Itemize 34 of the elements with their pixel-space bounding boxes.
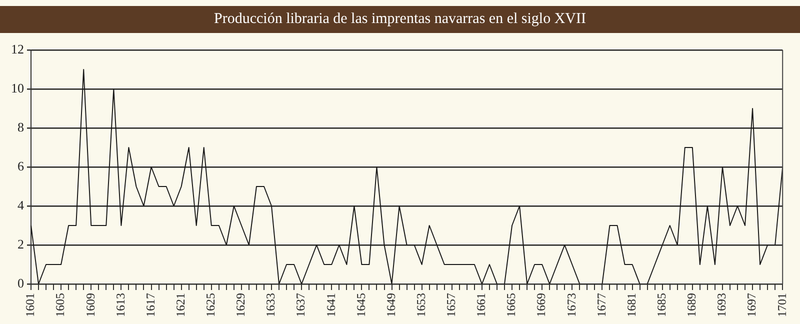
chart-title: Producción libraria de las imprentas navarras en el siglo XVII bbox=[0, 6, 800, 33]
y-tick-label: 12 bbox=[11, 41, 24, 56]
y-tick-label: 8 bbox=[18, 119, 24, 134]
x-tick-label: 1653 bbox=[414, 293, 428, 317]
x-tick-label: 1625 bbox=[204, 293, 218, 317]
x-tick-label: 1685 bbox=[654, 293, 668, 317]
x-tick-label: 1697 bbox=[744, 293, 759, 317]
x-tick-label: 1677 bbox=[594, 293, 608, 317]
x-tick-label: 1701 bbox=[774, 293, 789, 317]
x-tick-label: 1657 bbox=[444, 293, 458, 317]
x-tick-label: 1673 bbox=[564, 293, 578, 317]
y-tick-label: 2 bbox=[18, 236, 24, 252]
x-tick-label: 1621 bbox=[173, 293, 188, 317]
x-tick-label: 1665 bbox=[504, 293, 518, 317]
x-tick-label: 1601 bbox=[23, 293, 38, 317]
x-tick-label: 1649 bbox=[384, 293, 398, 317]
x-tick-label: 1633 bbox=[264, 293, 278, 317]
y-tick-label: 6 bbox=[18, 158, 24, 174]
x-tick-label: 1613 bbox=[113, 293, 128, 317]
x-tick-label: 1693 bbox=[714, 293, 729, 317]
x-tick-label: 1605 bbox=[53, 293, 68, 317]
x-tick-label: 1689 bbox=[684, 293, 699, 317]
y-tick-label: 10 bbox=[11, 80, 24, 96]
x-tick-label: 1629 bbox=[234, 293, 248, 317]
x-tick-label: 1645 bbox=[354, 293, 368, 317]
x-tick-label: 1637 bbox=[294, 293, 308, 317]
x-tick-label: 1641 bbox=[324, 293, 338, 317]
x-tick-label: 1669 bbox=[534, 293, 548, 317]
x-tick-label: 1681 bbox=[624, 293, 638, 317]
x-tick-label: 1609 bbox=[83, 293, 98, 317]
y-tick-label: 0 bbox=[18, 275, 24, 290]
x-tick-label: 1661 bbox=[474, 293, 488, 317]
y-tick-label: 4 bbox=[18, 197, 24, 212]
x-tick-label: 1617 bbox=[143, 293, 158, 317]
